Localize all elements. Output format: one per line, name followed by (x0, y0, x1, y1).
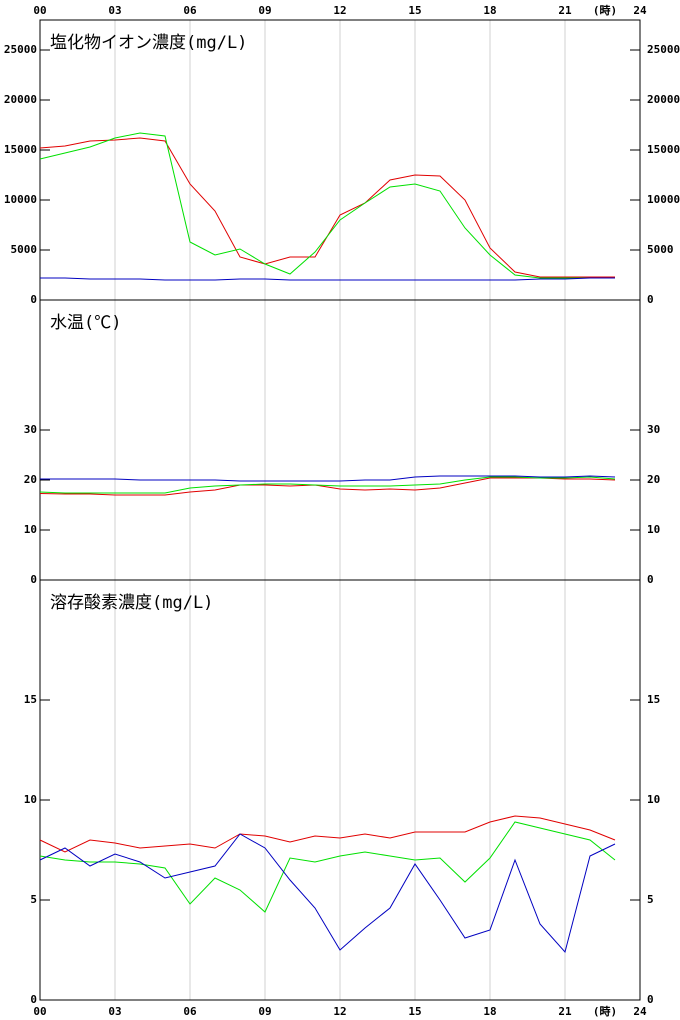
series-line (40, 277, 615, 281)
x-tick-label: 00 (33, 4, 46, 17)
series-line (39, 833, 616, 954)
x-axis-unit: (時) (593, 1004, 617, 1018)
series-line (39, 821, 616, 913)
y-tick-label: 10 (647, 523, 660, 536)
x-tick-label: 12 (333, 1005, 346, 1018)
plot-frame (39, 579, 641, 1001)
y-tick-label: 25000 (4, 43, 37, 56)
x-tick-label: 06 (183, 4, 197, 17)
y-tick-label: 10000 (4, 193, 37, 206)
x-tick-label: 03 (108, 1005, 121, 1018)
x-tick-label: 09 (258, 1005, 271, 1018)
y-tick-label: 10 (24, 523, 37, 536)
series-line (40, 475, 616, 482)
y-tick-label: 10 (24, 793, 37, 806)
y-tick-label: 15000 (4, 143, 37, 156)
y-tick-label: 30 (24, 423, 37, 436)
x-tick-label: 15 (408, 4, 421, 17)
x-tick-label: 24 (633, 1005, 647, 1018)
x-tick-label: 18 (483, 1005, 496, 1018)
x-tick-label: 06 (183, 1005, 197, 1018)
x-tick-label: 09 (258, 4, 271, 17)
y-tick-label: 20000 (647, 93, 680, 106)
y-tick-label: 0 (647, 573, 654, 586)
x-tick-label: 21 (558, 4, 572, 17)
x-tick-label: 21 (558, 1005, 572, 1018)
y-tick-label: 5000 (11, 243, 38, 256)
x-tick-label: 00 (33, 1005, 46, 1018)
y-tick-label: 15 (647, 693, 660, 706)
x-tick-label: 12 (333, 4, 346, 17)
y-tick-label: 0 (647, 993, 654, 1006)
x-tick-label: 18 (483, 4, 496, 17)
panel-title: 塩化物イオン濃度(mg/L) (50, 33, 247, 53)
y-tick-label: 10000 (647, 193, 680, 206)
y-tick-label: 15000 (647, 143, 680, 156)
y-tick-label: 10 (647, 793, 660, 806)
y-tick-label: 0 (30, 993, 37, 1006)
y-tick-label: 5 (30, 893, 37, 906)
y-tick-label: 20 (647, 473, 660, 486)
y-tick-label: 25000 (647, 43, 680, 56)
x-tick-label: 15 (408, 1005, 421, 1018)
panel-title: 水温(℃) (50, 313, 121, 333)
y-tick-label: 30 (647, 423, 660, 436)
y-tick-label: 15 (24, 693, 37, 706)
y-tick-label: 0 (30, 573, 37, 586)
series-line (39, 476, 616, 494)
series-line (39, 137, 615, 278)
x-tick-label: 03 (108, 4, 121, 17)
y-tick-label: 20000 (4, 93, 37, 106)
x-tick-label: 24 (633, 4, 647, 17)
panel-title: 溶存酸素濃度(mg/L) (50, 593, 213, 613)
y-tick-label: 5 (647, 893, 654, 906)
x-axis-unit: (時) (593, 3, 617, 17)
series-line (39, 132, 615, 279)
y-tick-label: 0 (30, 293, 37, 306)
y-tick-label: 20 (24, 473, 37, 486)
series-line (39, 477, 616, 496)
y-tick-label: 5000 (647, 243, 674, 256)
y-tick-label: 0 (647, 293, 654, 306)
series-line (39, 815, 616, 853)
